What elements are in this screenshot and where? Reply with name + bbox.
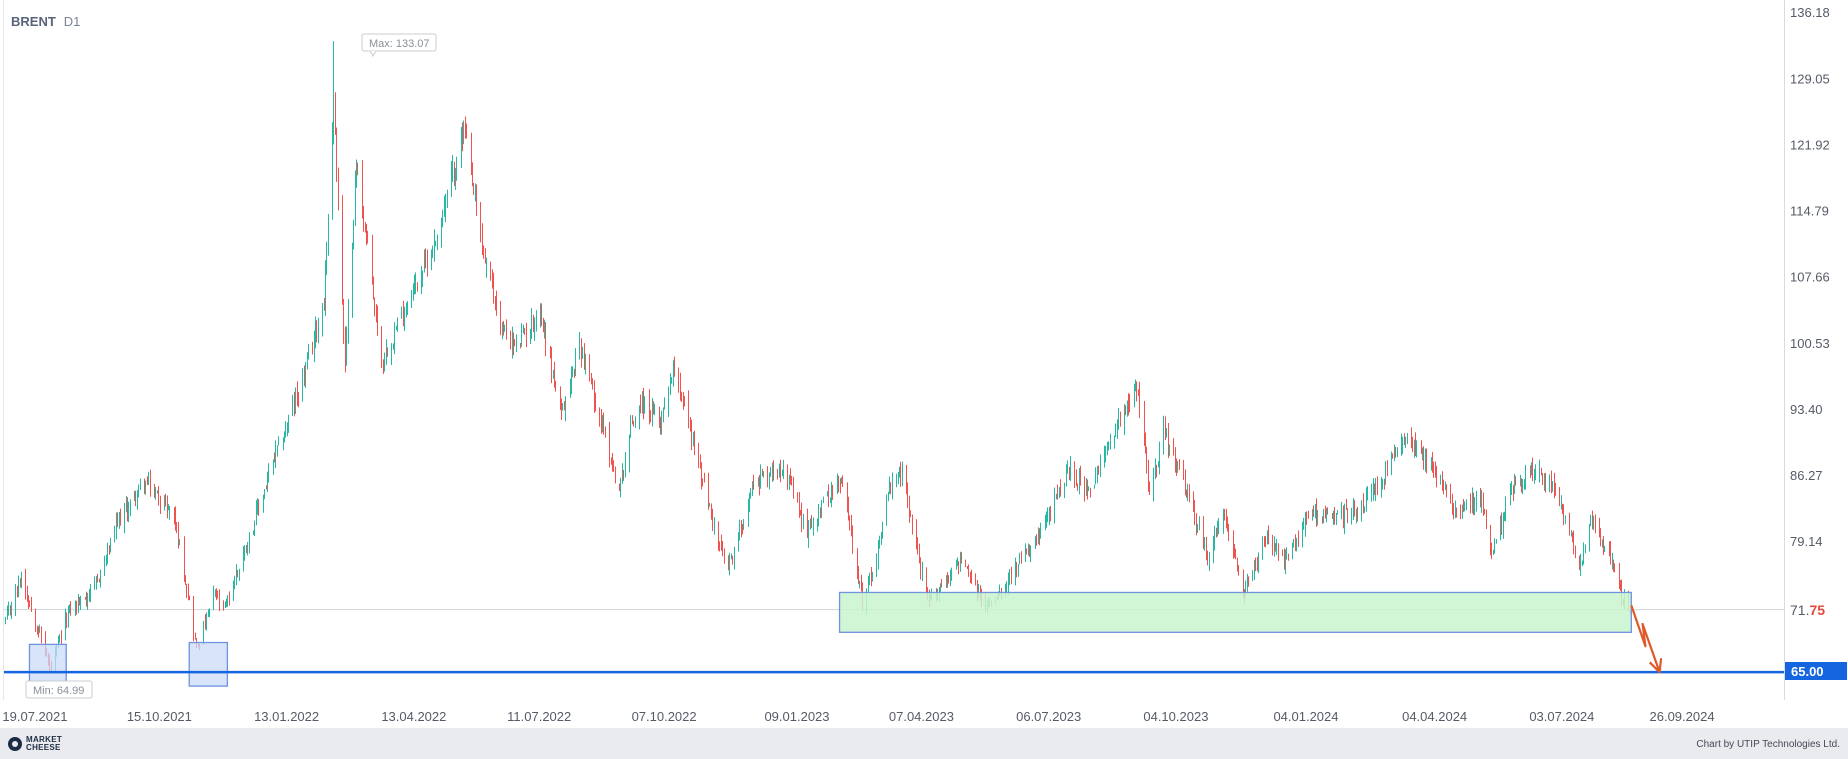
y-tick-label: 100.53 xyxy=(1790,336,1830,351)
logo-line-1: MARKET xyxy=(26,735,63,744)
x-tick-label: 03.07.2024 xyxy=(1529,709,1594,724)
x-tick-label: 19.07.2021 xyxy=(2,709,67,724)
current-price-int: 71. xyxy=(1790,602,1809,618)
time-axis-ticks: 19.07.2021 15.10.2021 13.01.2022 13.04.2022… xyxy=(2,709,1714,724)
x-tick-label: 04.01.2024 xyxy=(1273,709,1338,724)
logo-line-2: CHEESE xyxy=(26,743,61,752)
x-tick-label: 13.01.2022 xyxy=(254,709,319,724)
x-tick-label: 09.01.2023 xyxy=(764,709,829,724)
chart-plot-background xyxy=(0,0,1784,700)
y-tick-label: 114.79 xyxy=(1790,204,1829,219)
y-tick-label: 136.18 xyxy=(1790,5,1830,20)
current-price-tag: 71.75 xyxy=(1790,602,1825,618)
price-axis-ticks: 136.18 129.05 121.92 114.79 107.66 100.53 93.4… xyxy=(1790,5,1830,549)
footer-bar: MARKET CHEESE Chart by UTIP Technologies… xyxy=(0,728,1848,759)
symbol-label: BRENT xyxy=(11,14,56,29)
timeframe-label: D1 xyxy=(64,14,81,29)
support-zone-green xyxy=(838,591,1632,633)
svg-text:71.75: 71.75 xyxy=(1790,602,1825,618)
x-tick-label: 11.07.2022 xyxy=(507,709,571,724)
current-price-dec: 75 xyxy=(1809,602,1825,618)
candlestick-chart: 136.18 129.05 121.92 114.79 107.66 100.53 93.4… xyxy=(0,0,1847,724)
y-tick-label: 86.27 xyxy=(1790,468,1823,483)
min-marker: Min: 64.99 xyxy=(25,680,93,699)
min-label: Min: 64.99 xyxy=(33,685,84,697)
x-tick-label: 04.04.2024 xyxy=(1402,709,1467,724)
overlays-layer xyxy=(4,591,1784,687)
support-zone-blue xyxy=(188,641,229,687)
y-tick-label: 107.66 xyxy=(1790,270,1830,285)
max-marker: Max: 133.07 xyxy=(361,33,437,57)
x-tick-label: 13.04.2022 xyxy=(381,709,446,724)
chart-credit: Chart by UTIP Technologies Ltd. xyxy=(1696,739,1840,750)
x-tick-label: 07.10.2022 xyxy=(632,709,697,724)
y-tick-label: 79.14 xyxy=(1790,534,1823,549)
level-price-tag: 65.00 xyxy=(1785,662,1847,680)
x-tick-label: 04.10.2023 xyxy=(1143,709,1208,724)
x-tick-label: 26.09.2024 xyxy=(1650,709,1715,724)
y-tick-label: 129.05 xyxy=(1790,71,1830,86)
y-tick-label: 121.92 xyxy=(1790,137,1830,152)
x-tick-label: 15.10.2021 xyxy=(127,709,192,724)
market-cheese-logo-icon xyxy=(8,737,22,751)
market-cheese-logo[interactable]: MARKET CHEESE xyxy=(8,736,76,752)
down-forecast-arrow-icon xyxy=(1630,605,1661,673)
y-tick-label: 93.40 xyxy=(1790,402,1823,417)
support-zone-blue xyxy=(28,643,67,687)
x-tick-label: 06.07.2023 xyxy=(1016,709,1081,724)
forecast-arrow-head xyxy=(1648,658,1663,674)
level-price-label: 65.00 xyxy=(1791,664,1824,679)
max-label: Max: 133.07 xyxy=(369,38,430,50)
x-tick-label: 07.04.2023 xyxy=(889,709,954,724)
